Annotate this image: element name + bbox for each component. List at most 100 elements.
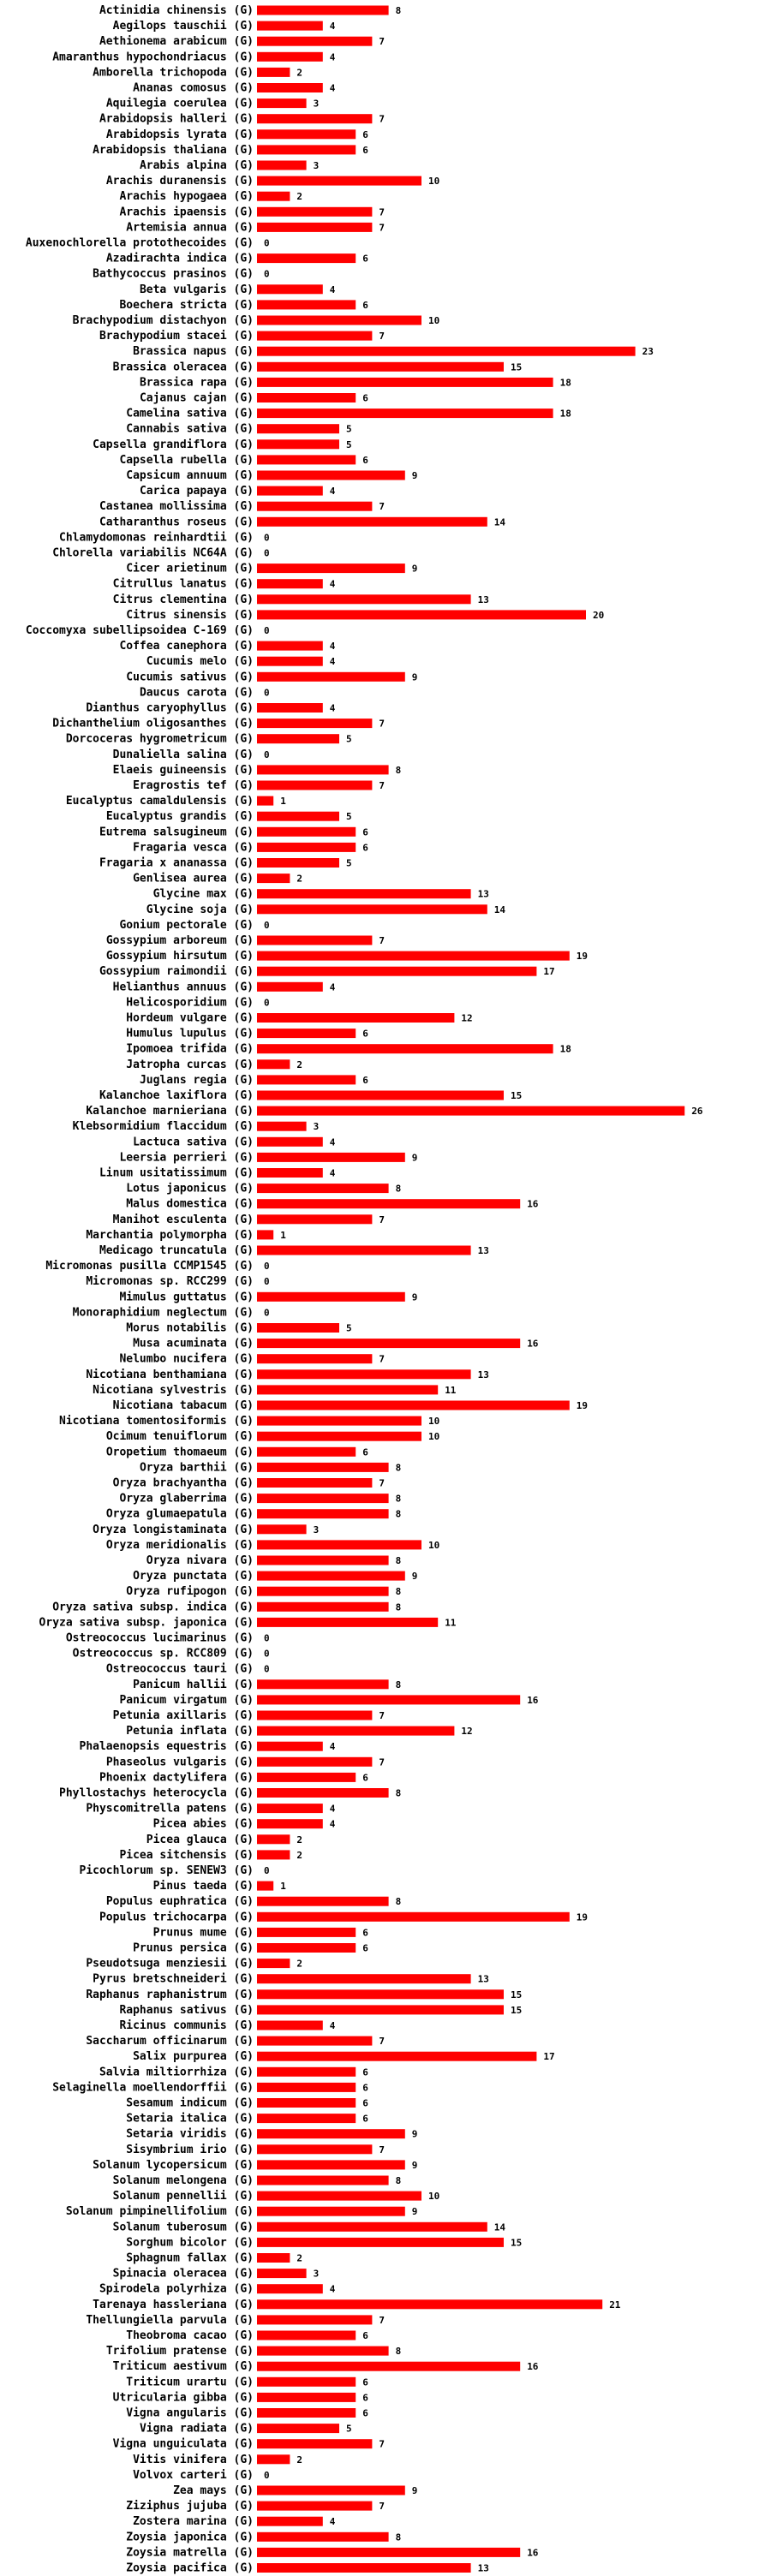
category-label: Gossypium hirsutum (G) xyxy=(106,950,254,963)
bar xyxy=(257,2175,389,2185)
category-label: Petunia axillaris (G) xyxy=(113,1709,254,1722)
bar xyxy=(257,346,636,356)
category-label: Tarenaya hassleriana (G) xyxy=(93,2299,254,2311)
bar xyxy=(257,951,570,961)
value-label: 4 xyxy=(330,21,336,32)
category-label: Pinus taeda (G) xyxy=(153,1880,254,1893)
value-label: 0 xyxy=(264,2470,270,2481)
bar xyxy=(257,1571,405,1581)
value-label: 12 xyxy=(461,1726,472,1737)
category-label: Arachis duranensis (G) xyxy=(106,175,254,188)
value-label: 20 xyxy=(593,610,604,621)
bar xyxy=(257,67,290,77)
value-label: 6 xyxy=(362,129,368,140)
value-label: 6 xyxy=(362,1943,368,1954)
category-label: Zoysia matrella (G) xyxy=(126,2546,254,2559)
value-label: 8 xyxy=(396,5,402,16)
category-label: Glycine soja (G) xyxy=(146,903,254,916)
category-label: Vitis vinifera (G) xyxy=(133,2454,254,2466)
category-label: Panicum hallii (G) xyxy=(133,1679,254,1691)
category-label: Pyrus bretschneideri (G) xyxy=(93,1973,254,1986)
value-label: 10 xyxy=(428,1416,439,1427)
bar xyxy=(257,439,339,450)
bar xyxy=(257,2299,603,2310)
value-label: 0 xyxy=(264,625,270,636)
value-label: 15 xyxy=(511,2005,522,2016)
value-label: 6 xyxy=(362,145,368,156)
category-label: Ocimum tenuiflorum (G) xyxy=(106,1430,254,1443)
category-label: Eucalyptus grandis (G) xyxy=(106,810,254,823)
value-label: 4 xyxy=(330,2020,336,2031)
value-label: 6 xyxy=(362,2376,368,2388)
value-label: 4 xyxy=(330,2516,336,2527)
category-label: Nicotiana benthamiana (G) xyxy=(86,1368,254,1381)
bar xyxy=(257,1726,455,1736)
category-label: Arachis hypogaea (G) xyxy=(119,190,254,203)
category-label: Camelina sativa (G) xyxy=(126,408,254,420)
bar xyxy=(257,1756,373,1767)
bar xyxy=(257,2408,356,2418)
value-label: 0 xyxy=(264,548,270,559)
bar xyxy=(257,765,389,775)
bar xyxy=(257,703,323,713)
bar xyxy=(257,1446,356,1457)
bar xyxy=(257,1927,356,1937)
bar xyxy=(257,1540,421,1550)
bar xyxy=(257,826,356,837)
bar xyxy=(257,408,553,419)
value-label: 12 xyxy=(461,1013,472,1024)
value-label: 10 xyxy=(428,1540,439,1551)
value-label: 7 xyxy=(379,206,385,218)
value-label: 6 xyxy=(362,1446,368,1458)
category-label: Aegilops tauschii (G) xyxy=(113,20,254,33)
category-label: Nelumbo nucifera (G) xyxy=(119,1353,254,1366)
category-label: Arabidopsis lyrata (G) xyxy=(106,128,254,141)
category-label: Kalanchoe marnieriana (G) xyxy=(86,1105,254,1118)
value-label: 4 xyxy=(330,2284,336,2295)
value-label: 0 xyxy=(264,1276,270,1287)
bar xyxy=(257,300,356,310)
bar xyxy=(257,393,356,402)
value-label: 3 xyxy=(314,98,320,110)
value-label: 11 xyxy=(445,1385,457,1396)
bar xyxy=(257,21,323,31)
value-label: 16 xyxy=(527,1199,539,1210)
category-label: Sisymbrium irio (G) xyxy=(126,2144,254,2156)
bar xyxy=(257,2454,290,2465)
bar xyxy=(257,5,389,15)
bar xyxy=(257,145,356,155)
value-label: 6 xyxy=(362,1772,368,1783)
bar xyxy=(257,1184,389,1194)
category-label: Fragaria vesca (G) xyxy=(133,841,254,854)
value-label: 7 xyxy=(379,1710,385,1721)
value-label: 2 xyxy=(296,2454,302,2466)
bar xyxy=(257,1896,389,1906)
category-label: Physcomitrella patens (G) xyxy=(86,1803,254,1816)
bar xyxy=(257,935,373,945)
category-label: Auxenochlorella protothecoides (G) xyxy=(26,237,254,250)
bar xyxy=(257,424,339,434)
value-label: 6 xyxy=(362,2066,368,2078)
bar xyxy=(257,2221,487,2232)
value-label: 4 xyxy=(330,1804,336,1815)
value-label: 16 xyxy=(527,2547,539,2558)
value-label: 8 xyxy=(396,1788,402,1799)
category-label: Brassica rapa (G) xyxy=(140,376,254,389)
category-label: Sesamum indicum (G) xyxy=(126,2097,254,2110)
bar xyxy=(257,160,307,170)
value-label: 2 xyxy=(296,67,302,78)
bar xyxy=(257,904,487,915)
value-label: 16 xyxy=(527,2361,539,2372)
category-label: Solanum pennellii (G) xyxy=(113,2190,254,2203)
value-label: 8 xyxy=(396,2175,402,2186)
bar xyxy=(257,1013,455,1023)
category-label: Ipomoea trifida (G) xyxy=(126,1043,254,1056)
bar xyxy=(257,1741,323,1751)
bar xyxy=(257,1029,356,1039)
category-label: Picea sitchensis (G) xyxy=(119,1849,254,1862)
category-label: Cucumis melo (G) xyxy=(146,655,254,668)
category-label: Monoraphidium neglectum (G) xyxy=(73,1306,254,1319)
value-label: 4 xyxy=(330,656,336,667)
value-label: 17 xyxy=(543,966,554,977)
bar xyxy=(257,1044,553,1054)
